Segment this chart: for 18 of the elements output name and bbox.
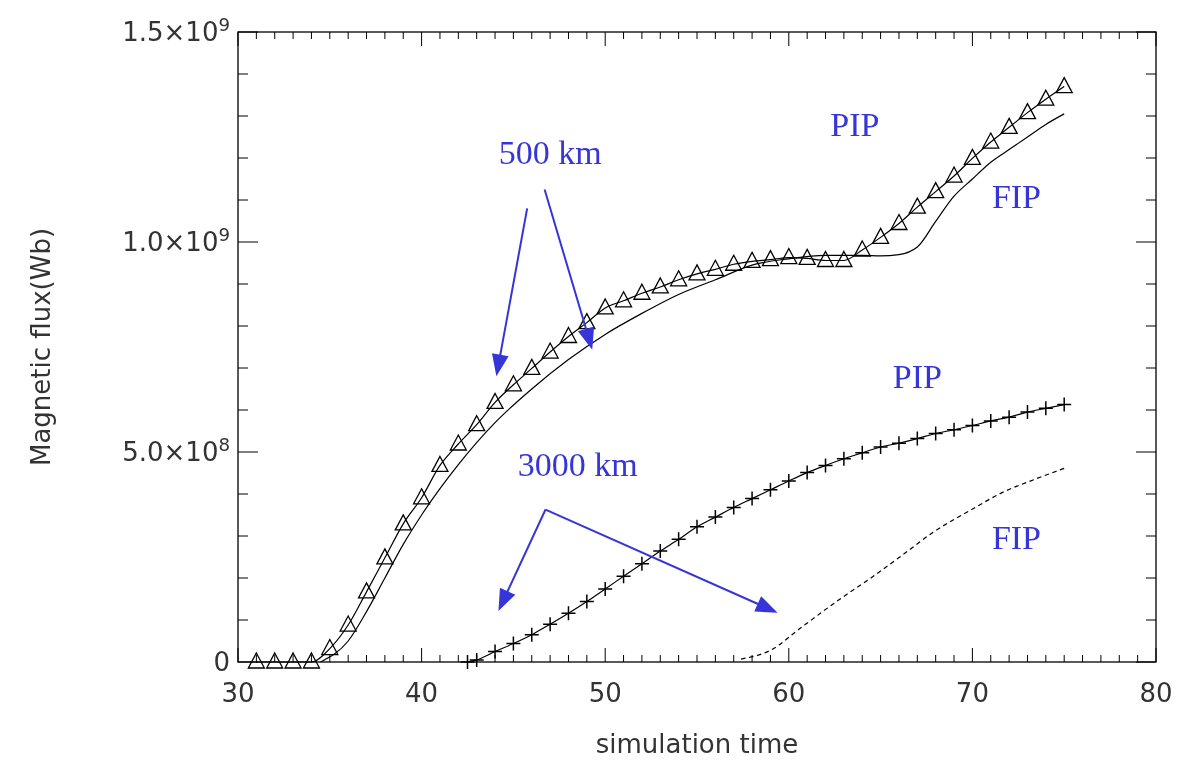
annotation: 500 km <box>498 134 602 172</box>
y-tick-label: 0 <box>213 647 230 678</box>
annotation: PIP <box>830 105 880 143</box>
x-tick-label: 70 <box>955 678 989 708</box>
x-tick-label: 40 <box>405 678 439 708</box>
y-tick-label: 5.0×10$^{8}$ <box>122 433 230 468</box>
annotation: FIP <box>991 178 1042 216</box>
annotation: FIP <box>991 518 1042 556</box>
x-tick-label: 50 <box>588 678 622 708</box>
x-tick-label: 60 <box>772 678 806 708</box>
y-tick-label: 1.0×10$^{9}$ <box>122 223 230 258</box>
annotation: PIP <box>892 357 942 395</box>
annotation: 3000 km <box>517 446 638 484</box>
y-tick-label: 1.5×10$^{9}$ <box>122 13 230 48</box>
x-tick-label: 80 <box>1139 678 1173 708</box>
x-axis-title: simulation time <box>595 729 799 759</box>
y-axis-title: Magnetic flux(Wb) <box>26 227 56 467</box>
x-tick-label: 30 <box>221 678 255 708</box>
